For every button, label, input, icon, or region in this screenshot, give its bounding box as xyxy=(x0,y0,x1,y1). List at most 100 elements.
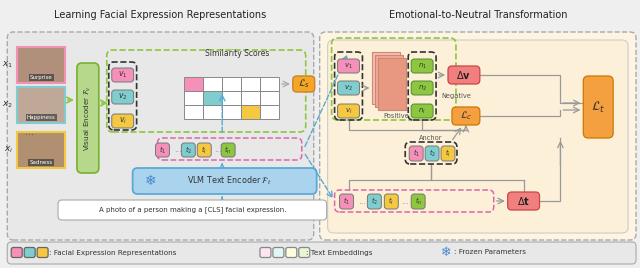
FancyBboxPatch shape xyxy=(181,143,195,157)
Text: $\Delta\mathbf{t}$: $\Delta\mathbf{t}$ xyxy=(517,195,530,207)
Text: ...: ... xyxy=(214,144,222,154)
Text: A photo of a person making a [CLS] facial expression.: A photo of a person making a [CLS] facia… xyxy=(99,207,286,213)
FancyBboxPatch shape xyxy=(260,248,271,258)
Text: $n_2$: $n_2$ xyxy=(417,83,427,93)
Text: ...: ... xyxy=(25,127,34,137)
Text: $\mathcal{L}_c$: $\mathcal{L}_c$ xyxy=(460,110,472,122)
FancyBboxPatch shape xyxy=(452,107,480,125)
FancyBboxPatch shape xyxy=(340,194,353,209)
Text: $t_2$: $t_2$ xyxy=(185,144,192,156)
Bar xyxy=(378,58,406,110)
Text: : Frozen Parameters: : Frozen Parameters xyxy=(454,250,526,255)
Text: $\mathcal{L}_s$: $\mathcal{L}_s$ xyxy=(298,78,310,90)
FancyBboxPatch shape xyxy=(221,143,235,157)
Text: Negative: Negative xyxy=(441,93,471,99)
Bar xyxy=(241,77,260,91)
Text: Happiness: Happiness xyxy=(27,115,56,120)
Bar xyxy=(376,55,403,107)
Text: $\mathcal{L}_t$: $\mathcal{L}_t$ xyxy=(591,99,605,114)
Bar xyxy=(184,77,204,91)
FancyBboxPatch shape xyxy=(441,146,455,161)
Text: $v_1$: $v_1$ xyxy=(344,61,353,70)
Text: $v_i$: $v_i$ xyxy=(118,116,127,126)
Text: ...: ... xyxy=(175,144,182,154)
Text: $x_i$: $x_i$ xyxy=(4,145,13,155)
Bar xyxy=(260,77,279,91)
Text: $n_1$: $n_1$ xyxy=(418,61,427,70)
FancyBboxPatch shape xyxy=(7,242,636,264)
FancyBboxPatch shape xyxy=(319,32,636,240)
Text: $t_i$: $t_i$ xyxy=(388,196,394,207)
Text: $v_2$: $v_2$ xyxy=(118,92,127,102)
Bar xyxy=(17,87,65,123)
FancyBboxPatch shape xyxy=(112,90,134,104)
FancyBboxPatch shape xyxy=(132,168,317,194)
FancyBboxPatch shape xyxy=(425,146,439,161)
Text: : Text Embeddings: : Text Embeddings xyxy=(306,250,372,255)
FancyBboxPatch shape xyxy=(112,68,134,82)
Text: $t_1$: $t_1$ xyxy=(159,144,166,156)
Bar xyxy=(222,91,241,105)
Text: VLM Text Encoder $\mathcal{F}_t$: VLM Text Encoder $\mathcal{F}_t$ xyxy=(187,175,271,187)
Bar xyxy=(184,105,204,119)
Text: Anchor: Anchor xyxy=(419,135,443,141)
Text: Sadness: Sadness xyxy=(29,160,52,165)
FancyBboxPatch shape xyxy=(58,200,326,220)
Text: $x_1$: $x_1$ xyxy=(2,60,13,70)
FancyBboxPatch shape xyxy=(299,248,310,258)
Text: : Facial Expression Representations: : Facial Expression Representations xyxy=(49,250,177,255)
FancyBboxPatch shape xyxy=(411,81,433,95)
Text: $x_2$: $x_2$ xyxy=(3,100,13,110)
FancyBboxPatch shape xyxy=(337,104,360,118)
FancyBboxPatch shape xyxy=(112,114,134,128)
FancyBboxPatch shape xyxy=(448,66,480,84)
Bar xyxy=(241,105,260,119)
Text: $v_1$: $v_1$ xyxy=(118,70,127,80)
Text: Learning Facial Expression Representations: Learning Facial Expression Representatio… xyxy=(54,10,267,20)
Text: Visual Encoder $\mathcal{F}_v$: Visual Encoder $\mathcal{F}_v$ xyxy=(83,85,93,151)
Bar xyxy=(222,77,241,91)
Bar xyxy=(17,132,65,168)
Bar xyxy=(204,91,222,105)
FancyBboxPatch shape xyxy=(508,192,540,210)
FancyBboxPatch shape xyxy=(77,63,99,173)
FancyBboxPatch shape xyxy=(328,40,628,233)
Bar xyxy=(372,52,400,104)
Text: ❄: ❄ xyxy=(145,174,156,188)
FancyBboxPatch shape xyxy=(367,194,381,209)
FancyBboxPatch shape xyxy=(385,194,398,209)
Bar xyxy=(241,91,260,105)
FancyBboxPatch shape xyxy=(409,146,423,161)
FancyBboxPatch shape xyxy=(156,143,170,157)
Bar xyxy=(222,105,241,119)
Bar xyxy=(184,91,204,105)
Text: ...: ... xyxy=(358,196,366,206)
Text: Surprise: Surprise xyxy=(29,75,52,80)
FancyBboxPatch shape xyxy=(197,143,211,157)
Text: ...: ... xyxy=(401,196,409,206)
Text: $t_i$: $t_i$ xyxy=(201,144,207,156)
Text: Emotional-to-Neutral Transformation: Emotional-to-Neutral Transformation xyxy=(388,10,567,20)
Text: $t_1$: $t_1$ xyxy=(413,148,420,159)
FancyBboxPatch shape xyxy=(7,32,314,240)
Bar xyxy=(260,105,279,119)
Bar xyxy=(260,91,279,105)
Text: $t_n$: $t_n$ xyxy=(415,196,422,207)
Text: ❄: ❄ xyxy=(441,246,452,259)
FancyBboxPatch shape xyxy=(337,81,360,95)
FancyBboxPatch shape xyxy=(293,76,315,92)
FancyBboxPatch shape xyxy=(24,248,35,258)
Text: Positive: Positive xyxy=(383,113,409,119)
Text: $t_n$: $t_n$ xyxy=(225,144,232,156)
Bar xyxy=(204,77,222,91)
Bar xyxy=(17,47,65,83)
Text: $n_i$: $n_i$ xyxy=(419,106,426,116)
FancyBboxPatch shape xyxy=(411,194,425,209)
FancyBboxPatch shape xyxy=(286,248,297,258)
Text: $v_i$: $v_i$ xyxy=(345,106,352,116)
FancyBboxPatch shape xyxy=(337,59,360,73)
FancyBboxPatch shape xyxy=(583,76,613,138)
FancyBboxPatch shape xyxy=(411,59,433,73)
Text: $v_2$: $v_2$ xyxy=(344,83,353,93)
FancyBboxPatch shape xyxy=(37,248,48,258)
